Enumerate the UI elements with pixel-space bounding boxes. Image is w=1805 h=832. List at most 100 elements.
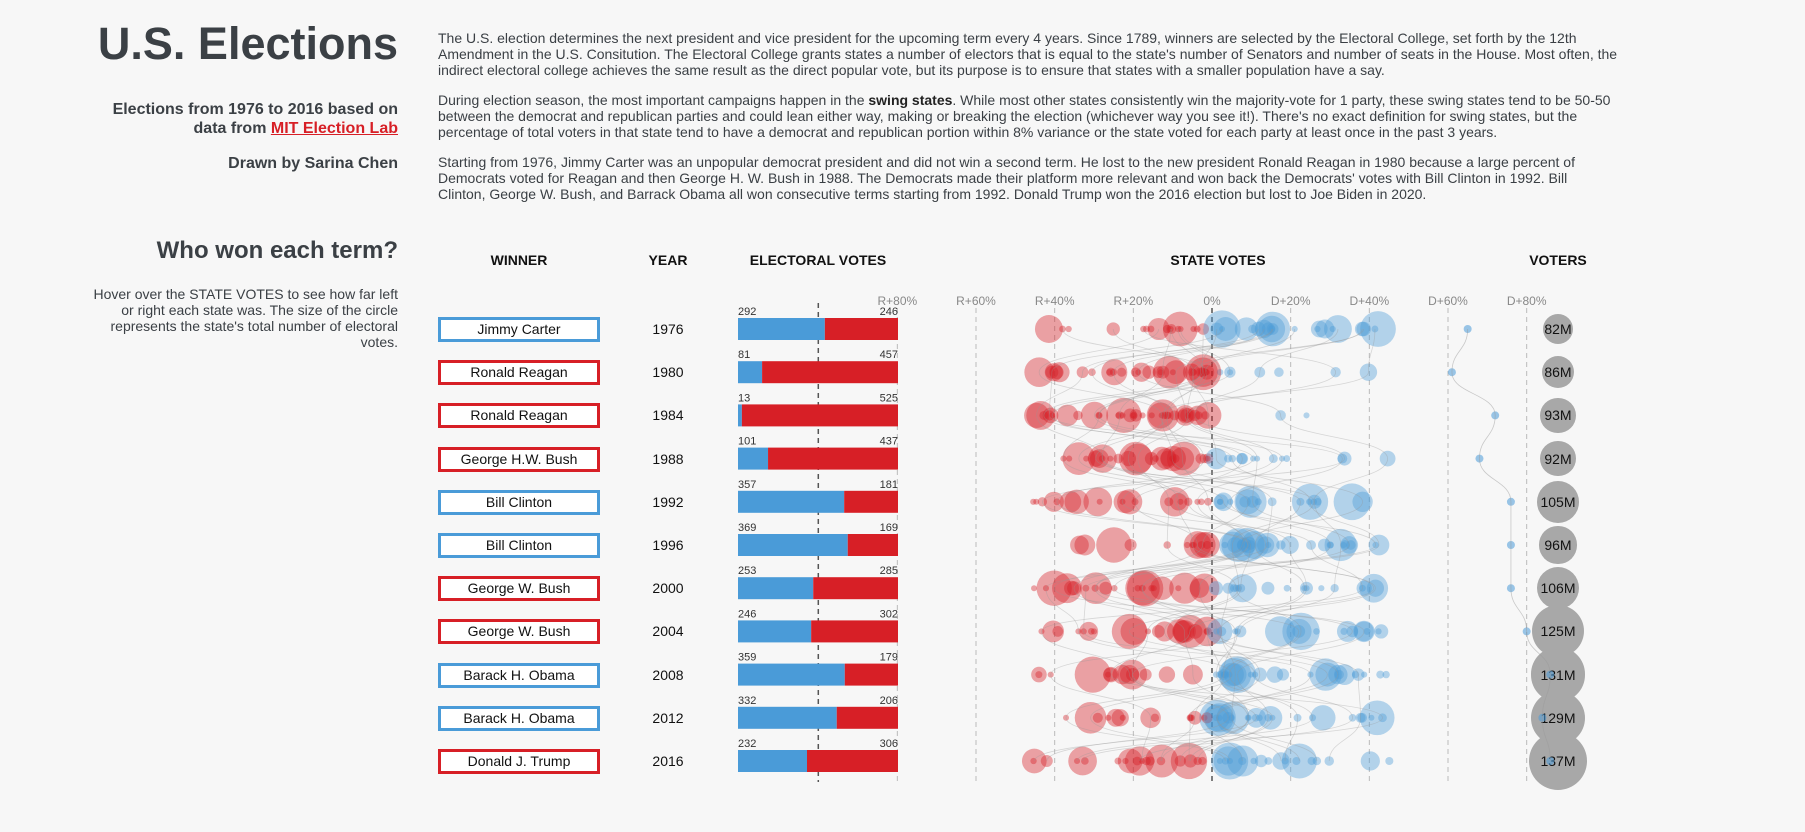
state-vote-circle [1183, 664, 1203, 685]
state-vote-circle [1315, 319, 1335, 339]
state-vote-circle [1264, 714, 1272, 722]
state-vote-circle [1201, 368, 1209, 376]
state-vote-circle [1236, 453, 1248, 465]
winner-name: Ronald Reagan [438, 403, 600, 429]
state-connector-line [1094, 415, 1243, 459]
state-connector-line [1164, 631, 1256, 675]
year-label: 1992 [652, 493, 684, 510]
state-connector-line [1254, 501, 1301, 546]
electoral-rep-value: 306 [880, 738, 898, 750]
state-connector-line [1187, 501, 1267, 546]
intro-text: The U.S. election determines the next pr… [438, 30, 1618, 216]
state-axis-tick-label: D+60% [1428, 294, 1468, 308]
state-vote-circle [1258, 705, 1283, 730]
state-vote-circle [1184, 412, 1192, 419]
voters-circle[interactable]: 86M [1541, 356, 1574, 389]
state-vote-circle [1254, 455, 1261, 462]
state-connector-line [1191, 328, 1363, 373]
state-connector-line [1222, 631, 1236, 675]
state-vote-circle [1283, 584, 1291, 592]
voters-circle[interactable]: 137M [1529, 732, 1587, 790]
state-vote-circle [1307, 494, 1322, 509]
state-vote-circle [1074, 701, 1107, 734]
state-vote-circle [1352, 668, 1365, 681]
mit-election-lab-link[interactable]: MIT Election Lab [270, 120, 398, 137]
electoral-bar-rep [836, 706, 898, 729]
state-connector-line [1174, 501, 1291, 546]
state-vote-circle [1193, 325, 1201, 333]
state-vote-circle [1291, 325, 1298, 333]
state-vote-circle [1293, 713, 1302, 722]
state-vote-circle [1130, 412, 1137, 419]
winner-name: Bill Clinton [438, 533, 600, 558]
state-vote-circle [1074, 534, 1096, 556]
state-vote-circle [1356, 321, 1371, 337]
state-connector-line [1160, 372, 1369, 416]
state-vote-circle [1234, 317, 1259, 341]
state-axis-tick-label: R+20% [1113, 294, 1153, 308]
state-vote-circle [1354, 621, 1374, 642]
voters-circle[interactable]: 82M [1543, 314, 1573, 344]
voters-circle[interactable]: 105M [1537, 480, 1579, 523]
state-vote-circle [1198, 498, 1205, 506]
state-vote-circle [1329, 325, 1336, 333]
state-vote-circle [1299, 581, 1313, 595]
state-vote-circle [1261, 322, 1275, 336]
voters-circle[interactable]: 93M [1540, 397, 1576, 434]
state-vote-circle [1112, 664, 1133, 685]
state-vote-circle [1185, 354, 1222, 391]
electoral-bar-dem [738, 750, 807, 772]
state-vote-circle [1267, 497, 1277, 507]
electoral-bar-rep [844, 490, 898, 513]
state-vote-circle [1167, 325, 1174, 333]
state-vote-circle [1152, 355, 1186, 389]
voters-circle[interactable]: 106M [1536, 567, 1580, 610]
state-connector-line [1127, 415, 1165, 459]
state-vote-circle [1045, 365, 1059, 379]
state-vote-circle [1169, 410, 1180, 421]
state-vote-circle [1200, 367, 1209, 377]
state-vote-circle [1235, 584, 1242, 592]
state-vote-circle [1204, 497, 1212, 506]
sidebar: Who won each term? Hover over the STATE … [0, 236, 399, 350]
state-connector-line [1197, 458, 1283, 502]
state-connector-line [1141, 544, 1350, 589]
state-vote-circle [1257, 536, 1275, 554]
state-vote-circle [1131, 498, 1139, 506]
state-axis-tick-label: D+20% [1271, 294, 1311, 308]
state-vote-circle [1234, 485, 1267, 518]
state-vote-circle [1283, 455, 1291, 463]
state-vote-circle [1236, 583, 1246, 593]
state-vote-circle [1042, 585, 1050, 592]
state-vote-circle [1119, 665, 1140, 685]
state-connector-line [1309, 501, 1380, 546]
state-vote-circle [1307, 671, 1314, 678]
state-vote-circle [1120, 617, 1148, 645]
state-vote-circle [1317, 538, 1331, 552]
state-connector-line [1095, 458, 1315, 502]
state-vote-circle [1119, 714, 1126, 721]
column-header-year: YEAR [648, 252, 688, 268]
state-vote-circle [1359, 700, 1395, 736]
outlier-connector-line [1542, 674, 1551, 718]
state-vote-circle [1334, 664, 1355, 686]
state-vote-circle [1281, 743, 1317, 779]
state-connector-line [1313, 458, 1389, 502]
state-vote-circle [1159, 487, 1190, 517]
state-vote-circle [1197, 323, 1210, 335]
state-connector-line [1368, 328, 1376, 373]
winner-name: Ronald Reagan [438, 360, 600, 386]
voters-circle[interactable]: 96M [1539, 526, 1577, 564]
winner-name: Jimmy Carter [438, 317, 600, 342]
voters-circle[interactable]: 92M [1540, 441, 1576, 477]
state-vote-circle [1352, 491, 1373, 512]
state-vote-circle [1177, 325, 1184, 333]
state-connector-line [1207, 415, 1217, 459]
state-vote-circle [1021, 748, 1047, 774]
state-connector-line [1051, 415, 1233, 459]
state-vote-circle [1334, 669, 1344, 680]
state-vote-circle [1138, 757, 1146, 765]
state-vote-circle [1183, 754, 1197, 768]
state-vote-circle [1197, 541, 1206, 549]
state-vote-circle [1306, 498, 1313, 505]
